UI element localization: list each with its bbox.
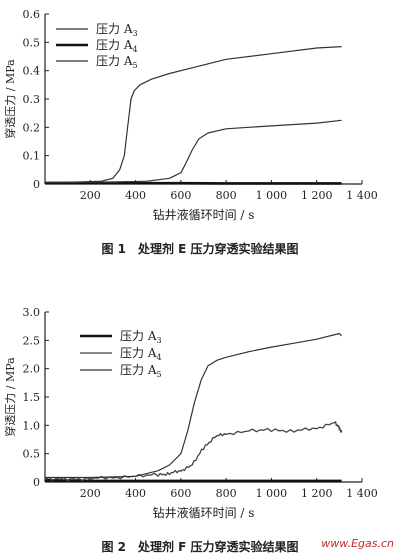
x-tick-label: 400 [125,189,146,202]
y-tick-label: 3.0 [23,306,41,319]
x-tick-label: 1 400 [346,189,378,202]
y-tick-label: 0 [33,178,40,191]
x-axis-title: 钻井液循环时间 / s [153,207,255,222]
y-tick-label: 1.0 [23,419,41,432]
x-tick-label: 600 [170,189,191,202]
x-tick-label: 1 200 [301,189,333,202]
y-tick-label: 0.5 [23,448,41,461]
x-tick-label: 200 [80,189,101,202]
x-tick-label: 1 200 [301,487,333,500]
y-tick-label: 0.2 [23,121,41,134]
x-tick-label: 1 000 [256,189,288,202]
x-tick-label: 600 [170,487,191,500]
figure-1-chart: 0 0.1 0.2 0.3 0.4 0.5 0.6 200 400 600 800 1 000 1 20… [3,8,378,222]
figure-1-caption: 图 1 处理剂 E 压力穿透实验结果图 [101,242,299,256]
figure-2-chart: 0 0.5 1.0 1.5 2.0 2.5 3.0 200 400 600 800 1 000 1 20… [3,306,378,520]
y-tick-label: 0.3 [23,93,41,106]
series-line-a3 [44,46,342,184]
legend-label-a4: 压力 A4 [120,346,162,362]
x-tick-label: 400 [125,487,146,500]
x-tick-label: 1 000 [256,487,288,500]
series-line-a4 [44,421,343,482]
y-tick-label: 1.5 [23,391,41,404]
y-tick-label: 0.5 [23,36,41,49]
x-tick-label: 800 [216,189,237,202]
series-line-a5 [44,119,342,184]
y-tick-label: 0 [33,476,40,489]
y-tick-label: 0.1 [23,150,41,163]
x-tick-label: 200 [80,487,101,500]
series-line-a5 [45,332,343,479]
y-tick-label: 0.6 [23,8,41,21]
x-axis-title: 钻井液循环时间 / s [153,505,255,520]
legend-label-a4: 压力 A4 [96,38,138,54]
legend-label-a3: 压力 A3 [120,329,162,345]
legend-label-a5: 压力 A5 [96,54,138,70]
x-tick-label: 1 400 [346,487,378,500]
series-line-a4 [45,181,342,185]
y-axis-title: 穿透压力 / MPa [3,59,17,139]
watermark: www.Egas.cn [321,537,394,550]
y-tick-label: 2.5 [23,334,41,347]
y-axis-title: 穿透压力 / MPa [3,357,17,437]
figure-2-caption: 图 2 处理剂 F 压力穿透实验结果图 [101,540,299,554]
x-tick-label: 800 [216,487,237,500]
y-tick-label: 2.0 [23,363,41,376]
y-tick-label: 0.4 [23,65,41,78]
legend-label-a3: 压力 A3 [96,22,138,38]
series-line-a3 [44,479,342,483]
legend-label-a5: 压力 A5 [120,363,162,379]
